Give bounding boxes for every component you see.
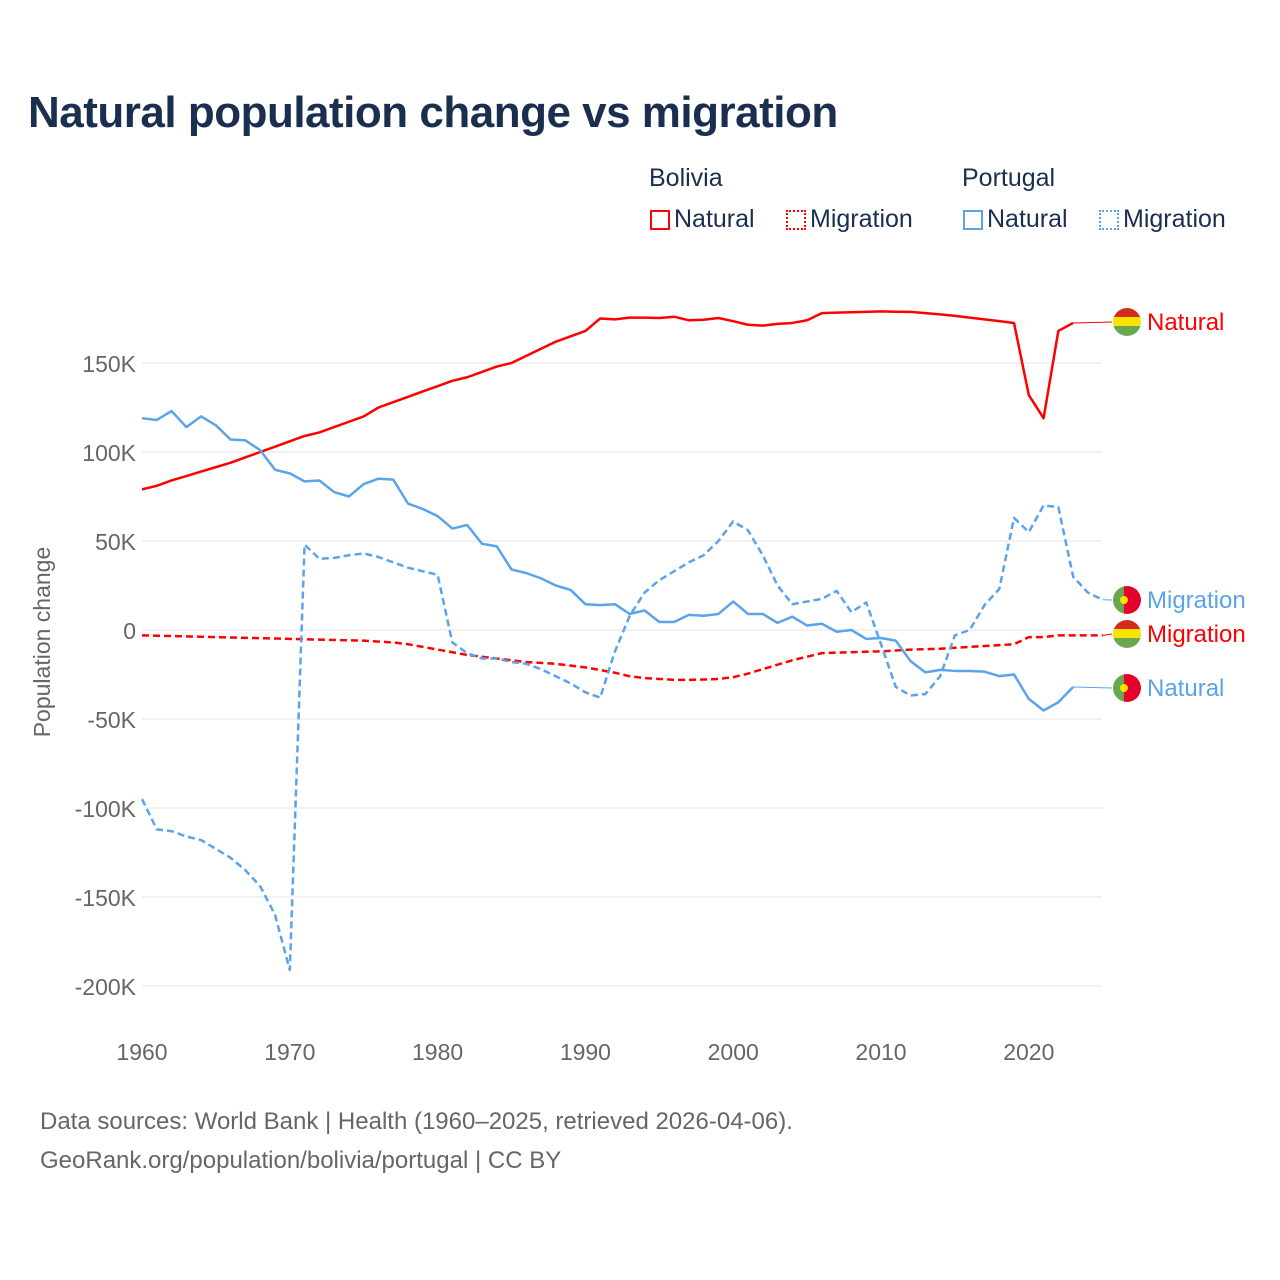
flag-body xyxy=(1113,586,1141,614)
legend-bolivia-natural[interactable]: Natural xyxy=(650,205,755,234)
series-line-portugal-migration xyxy=(140,504,1104,972)
y-tick-label: -100K xyxy=(75,796,137,822)
legend-group-bolivia: Bolivia xyxy=(649,164,723,192)
y-axis: 150K 100K 50K 0 -50K -100K -150K -200K xyxy=(75,351,137,1000)
flag-field-red xyxy=(1124,586,1141,614)
flag-stripe-red xyxy=(1113,620,1141,630)
flag-stripe-yellow xyxy=(1113,317,1141,327)
flag-body xyxy=(1113,674,1141,702)
x-tick-label: 1980 xyxy=(412,1039,463,1065)
footer-link[interactable]: GeoRank.org/population/bolivia/portugal … xyxy=(40,1147,562,1174)
legend-swatch-solid xyxy=(963,209,983,230)
series-end-label: Natural xyxy=(1147,309,1224,336)
flag-field-red xyxy=(1124,674,1141,702)
portugal-flag-icon xyxy=(1113,586,1141,614)
series-line-bolivia-migration xyxy=(141,634,1103,682)
bolivia-flag-icon xyxy=(1113,308,1141,336)
series-end-label: Migration xyxy=(1147,621,1246,648)
grid xyxy=(142,362,1102,987)
legend-label: Migration xyxy=(810,205,913,233)
y-tick-label: 50K xyxy=(95,529,137,555)
legend-swatch-dotted xyxy=(786,209,806,230)
x-tick-label: 2010 xyxy=(855,1039,906,1065)
footer-sources: Data sources: World Bank | Health (1960–… xyxy=(40,1108,793,1135)
x-tick-label: 1990 xyxy=(560,1039,611,1065)
legend-label: Natural xyxy=(674,205,755,233)
y-tick-label: 100K xyxy=(82,440,136,466)
flag-body xyxy=(1113,620,1141,648)
legend-swatch-dotted xyxy=(1099,209,1119,230)
chart-title: Natural population change vs migration xyxy=(28,88,838,137)
legend-bolivia-migration[interactable]: Migration xyxy=(786,205,913,234)
flag-field-green xyxy=(1113,586,1124,614)
legend-label: Migration xyxy=(1123,205,1226,233)
legend-group-portugal: Portugal xyxy=(962,164,1056,192)
series-end-label: Natural xyxy=(1147,675,1224,702)
legend-swatch-solid xyxy=(650,209,670,230)
y-axis-label: Population change xyxy=(29,547,55,738)
label-connector xyxy=(1073,686,1113,689)
line-chart: 150K 100K 50K 0 -50K -100K -150K -200K 1960 1970… xyxy=(29,308,1246,1065)
y-tick-label: -150K xyxy=(75,885,137,911)
flag-stripe-green xyxy=(1113,638,1141,648)
series-line-portugal-natural xyxy=(141,409,1075,712)
legend-label: Natural xyxy=(987,205,1068,233)
x-tick-label: 2000 xyxy=(708,1039,759,1065)
x-tick-label: 2020 xyxy=(1003,1039,1054,1065)
y-tick-label: 0 xyxy=(123,618,136,644)
x-tick-label: 1970 xyxy=(264,1039,315,1065)
label-connector xyxy=(1102,633,1113,636)
flag-stripe-red xyxy=(1113,308,1141,318)
flag-emblem xyxy=(1120,684,1128,692)
label-connector xyxy=(1073,321,1113,324)
series-labels: Natural Migration Natural Migration xyxy=(1073,308,1246,702)
flag-emblem xyxy=(1120,596,1128,604)
flag-stripe-yellow xyxy=(1113,629,1141,639)
flag-stripe-green xyxy=(1113,326,1141,336)
legend-portugal-migration[interactable]: Migration xyxy=(1099,205,1226,234)
bolivia-flag-icon xyxy=(1113,620,1141,648)
y-tick-label: 150K xyxy=(82,351,136,377)
x-tick-label: 1960 xyxy=(116,1039,167,1065)
portugal-flag-icon xyxy=(1113,674,1141,702)
legend-portugal-natural[interactable]: Natural xyxy=(963,205,1068,234)
y-tick-label: -200K xyxy=(75,974,137,1000)
flag-body xyxy=(1113,308,1141,336)
series-line-bolivia-natural xyxy=(141,310,1074,491)
flag-field-green xyxy=(1113,674,1124,702)
series-end-label: Migration xyxy=(1147,587,1246,614)
x-axis: 1960 1970 1980 1990 2000 2010 2020 xyxy=(116,1039,1054,1065)
series-lines xyxy=(140,310,1104,972)
y-tick-label: -50K xyxy=(87,707,136,733)
